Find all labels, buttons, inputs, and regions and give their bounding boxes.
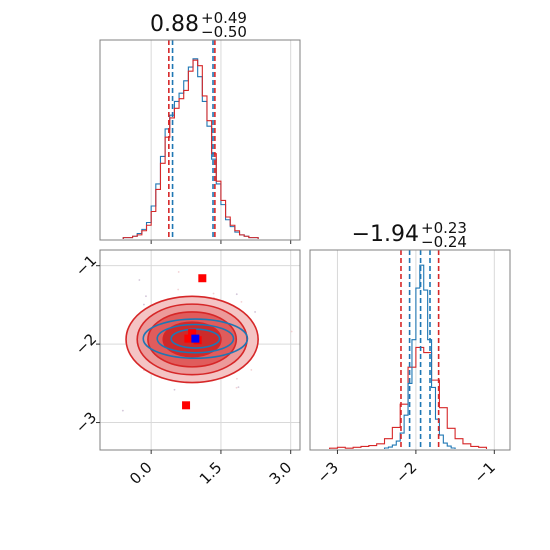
- hist2-x-tick-label-1: −2: [392, 458, 420, 486]
- joint-sample-point: [235, 386, 238, 389]
- joint-sample-point: [236, 377, 238, 380]
- joint-y-tick-label-0: −3: [72, 408, 100, 436]
- title-param-1: 0.88: [150, 12, 199, 37]
- title-2-lower: −0.24: [421, 233, 467, 251]
- hist1-series-red: [122, 59, 259, 239]
- title-1-lower: −0.50: [201, 23, 247, 41]
- joint-sample-point: [237, 386, 240, 389]
- title-1-upper: +0.49: [201, 9, 247, 27]
- joint-contour-panel: 0.0 1.5 3.0 −3 −2 −1: [72, 249, 301, 488]
- joint-x-tick-label-2: 3.0: [266, 458, 296, 488]
- joint-contour-blue-0: [142, 318, 249, 360]
- joint-x-tick-label-1: 1.5: [196, 458, 226, 488]
- joint-sample-point: [138, 279, 141, 281]
- joint-marker-red-2: [184, 334, 193, 343]
- joint-sample-point: [254, 311, 256, 313]
- joint-y-tick-label-1: −2: [72, 330, 100, 358]
- joint-y-tick-label-2: −1: [72, 251, 100, 279]
- joint-sample-point: [240, 300, 243, 303]
- joint-sample-point: [121, 409, 124, 412]
- joint-marker-red-0: [198, 274, 207, 283]
- joint-sample-point: [177, 271, 180, 273]
- hist2-x-tick-label-0: −3: [314, 458, 342, 486]
- joint-marker-red-3: [188, 329, 197, 338]
- hist1-frame: [99, 39, 301, 241]
- joint-marker-blue: [191, 334, 200, 343]
- histogram-panel-param-1: [99, 39, 301, 244]
- title-2-value: −1.94: [352, 222, 419, 247]
- title-1-value: 0.88: [150, 12, 199, 37]
- joint-sample-point: [145, 295, 147, 298]
- joint-marker-red-1: [182, 401, 191, 410]
- joint-sample-point: [290, 330, 293, 333]
- joint-contour-blue-1: [156, 323, 235, 354]
- hist2-x-tick-label-2: −1: [471, 458, 499, 486]
- joint-sample-point: [250, 369, 253, 371]
- joint-frame: [99, 249, 301, 451]
- hist2-frame: [309, 249, 511, 451]
- hist1-series-blue: [122, 58, 259, 239]
- histogram-panel-param-2: −3 −2 −1: [309, 249, 511, 487]
- joint-sample-point: [212, 292, 215, 295]
- joint-sample-point: [173, 388, 176, 391]
- joint-sample-point: [143, 303, 145, 306]
- title-param-2: −1.94: [352, 222, 419, 247]
- title-2-upper: +0.23: [421, 219, 467, 237]
- joint-sample-point: [235, 293, 238, 296]
- joint-x-tick-label-0: 0.0: [126, 458, 156, 488]
- joint-sample-point: [177, 288, 180, 291]
